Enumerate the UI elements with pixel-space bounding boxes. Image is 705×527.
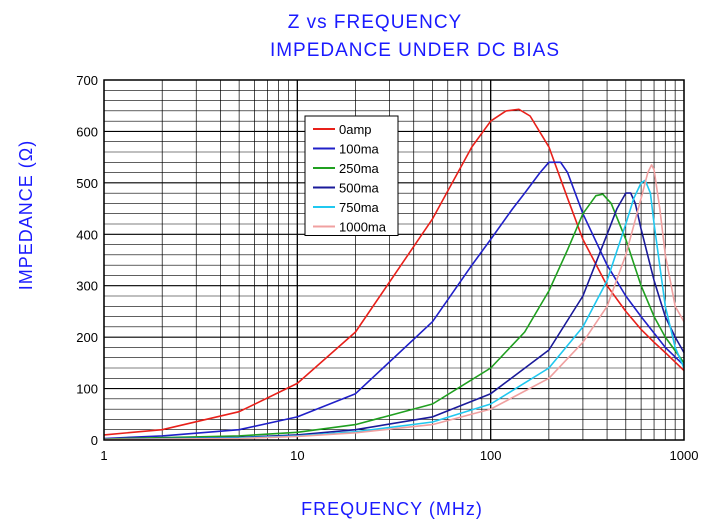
series-line-100ma (103, 161, 685, 440)
legend-label: 750ma (339, 200, 380, 215)
y-tick-label: 100 (76, 382, 98, 397)
x-tick-label: 1000 (670, 448, 699, 463)
legend-label: 1000ma (339, 220, 387, 235)
y-tick-label: 300 (76, 279, 98, 294)
chart-title: Z vs FREQUENCY (288, 12, 462, 33)
plot-area-border (103, 79, 685, 441)
x-tick-label: 100 (480, 448, 502, 463)
y-axis-label: IMPEDANCE (Ω) (16, 140, 36, 290)
legend-label: 0amp (339, 122, 372, 137)
tick-labels: 1 10 100 1000 0 100 200 300 400 500 600 700 (76, 73, 698, 463)
series-line-0amp (103, 108, 685, 436)
series-line-500ma (103, 192, 685, 441)
y-tick-label: 700 (76, 73, 98, 88)
x-axis-label: FREQUENCY (MHz) (301, 499, 483, 519)
x-tick-label: 1 (100, 448, 107, 463)
y-tick-label: 600 (76, 124, 98, 139)
series-line-250ma (103, 193, 685, 440)
legend-label: 100ma (339, 142, 380, 157)
y-tick-label: 0 (91, 433, 98, 448)
y-tick-label: 500 (76, 176, 98, 191)
legend-box (304, 115, 399, 236)
series-line-750ma (103, 179, 685, 441)
y-tick-label: 400 (76, 227, 98, 242)
x-tick-label: 10 (290, 448, 304, 463)
y-tick-label: 200 (76, 330, 98, 345)
series-line-1000ma (103, 164, 685, 441)
legend: 0amp 100ma 250ma 500ma 750ma 1000ma (304, 115, 399, 236)
chart-subtitle: IMPEDANCE UNDER DC BIAS (270, 40, 560, 61)
series-layer (103, 108, 685, 441)
legend-label: 500ma (339, 181, 380, 196)
legend-label: 250ma (339, 161, 380, 176)
